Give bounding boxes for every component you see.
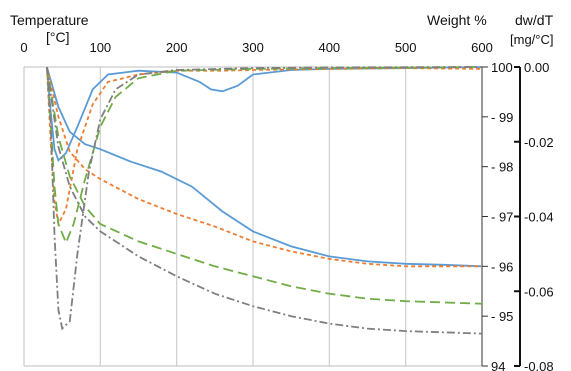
labels: Temperature [°C] Weight % dw/dT [mg/°C] … (10, 12, 554, 371)
weight-axis-title: Weight % (427, 12, 487, 28)
x-tick-label: 200 (166, 40, 188, 55)
x-tick-label: 600 (471, 40, 493, 55)
series-3-dwdt-line (46, 66, 483, 246)
weight-tick-label: - 97 (491, 210, 513, 225)
weight-tick-label: - 95 (491, 309, 513, 324)
dwdt-tick-label: -0.04 (524, 210, 554, 225)
dwdt-tick-label: -0.06 (524, 284, 554, 299)
series-1-weight-line (46, 66, 483, 268)
x-tick-label: 300 (242, 40, 264, 55)
dwdt-tick-label: -0.02 (524, 135, 554, 150)
x-axis-title: Temperature (10, 12, 89, 28)
weight-tick-label: - 96 (491, 259, 513, 274)
weight-tick-label: 100 (491, 60, 513, 75)
x-tick-label: 500 (395, 40, 417, 55)
dwdt-tick-label: 0.00 (524, 60, 549, 75)
series-2-dwdt-line (46, 66, 483, 227)
series-group (46, 66, 483, 335)
series-4-dwdt-line (46, 66, 483, 331)
x-tick-label: 400 (318, 40, 340, 55)
dwdt-tick-label: -0.08 (524, 359, 554, 371)
dwdt-axis-title: dw/dT (515, 12, 554, 28)
series-3-weight-line (46, 66, 483, 305)
axes (23, 66, 521, 367)
dwdt-axis-unit: [mg/°C] (510, 32, 553, 47)
series-4-weight-line (46, 66, 483, 335)
weight-tick-label: 94 (491, 359, 505, 371)
x-axis-unit: [°C] (46, 29, 70, 45)
x-tick-label: 100 (89, 40, 111, 55)
weight-tick-label: - 98 (491, 160, 513, 175)
series-1-dwdt-line (46, 66, 483, 163)
series-2-weight-line (46, 66, 482, 268)
x-tick-label: 0 (20, 40, 27, 55)
weight-tick-label: - 99 (491, 110, 513, 125)
grid (99, 67, 407, 366)
